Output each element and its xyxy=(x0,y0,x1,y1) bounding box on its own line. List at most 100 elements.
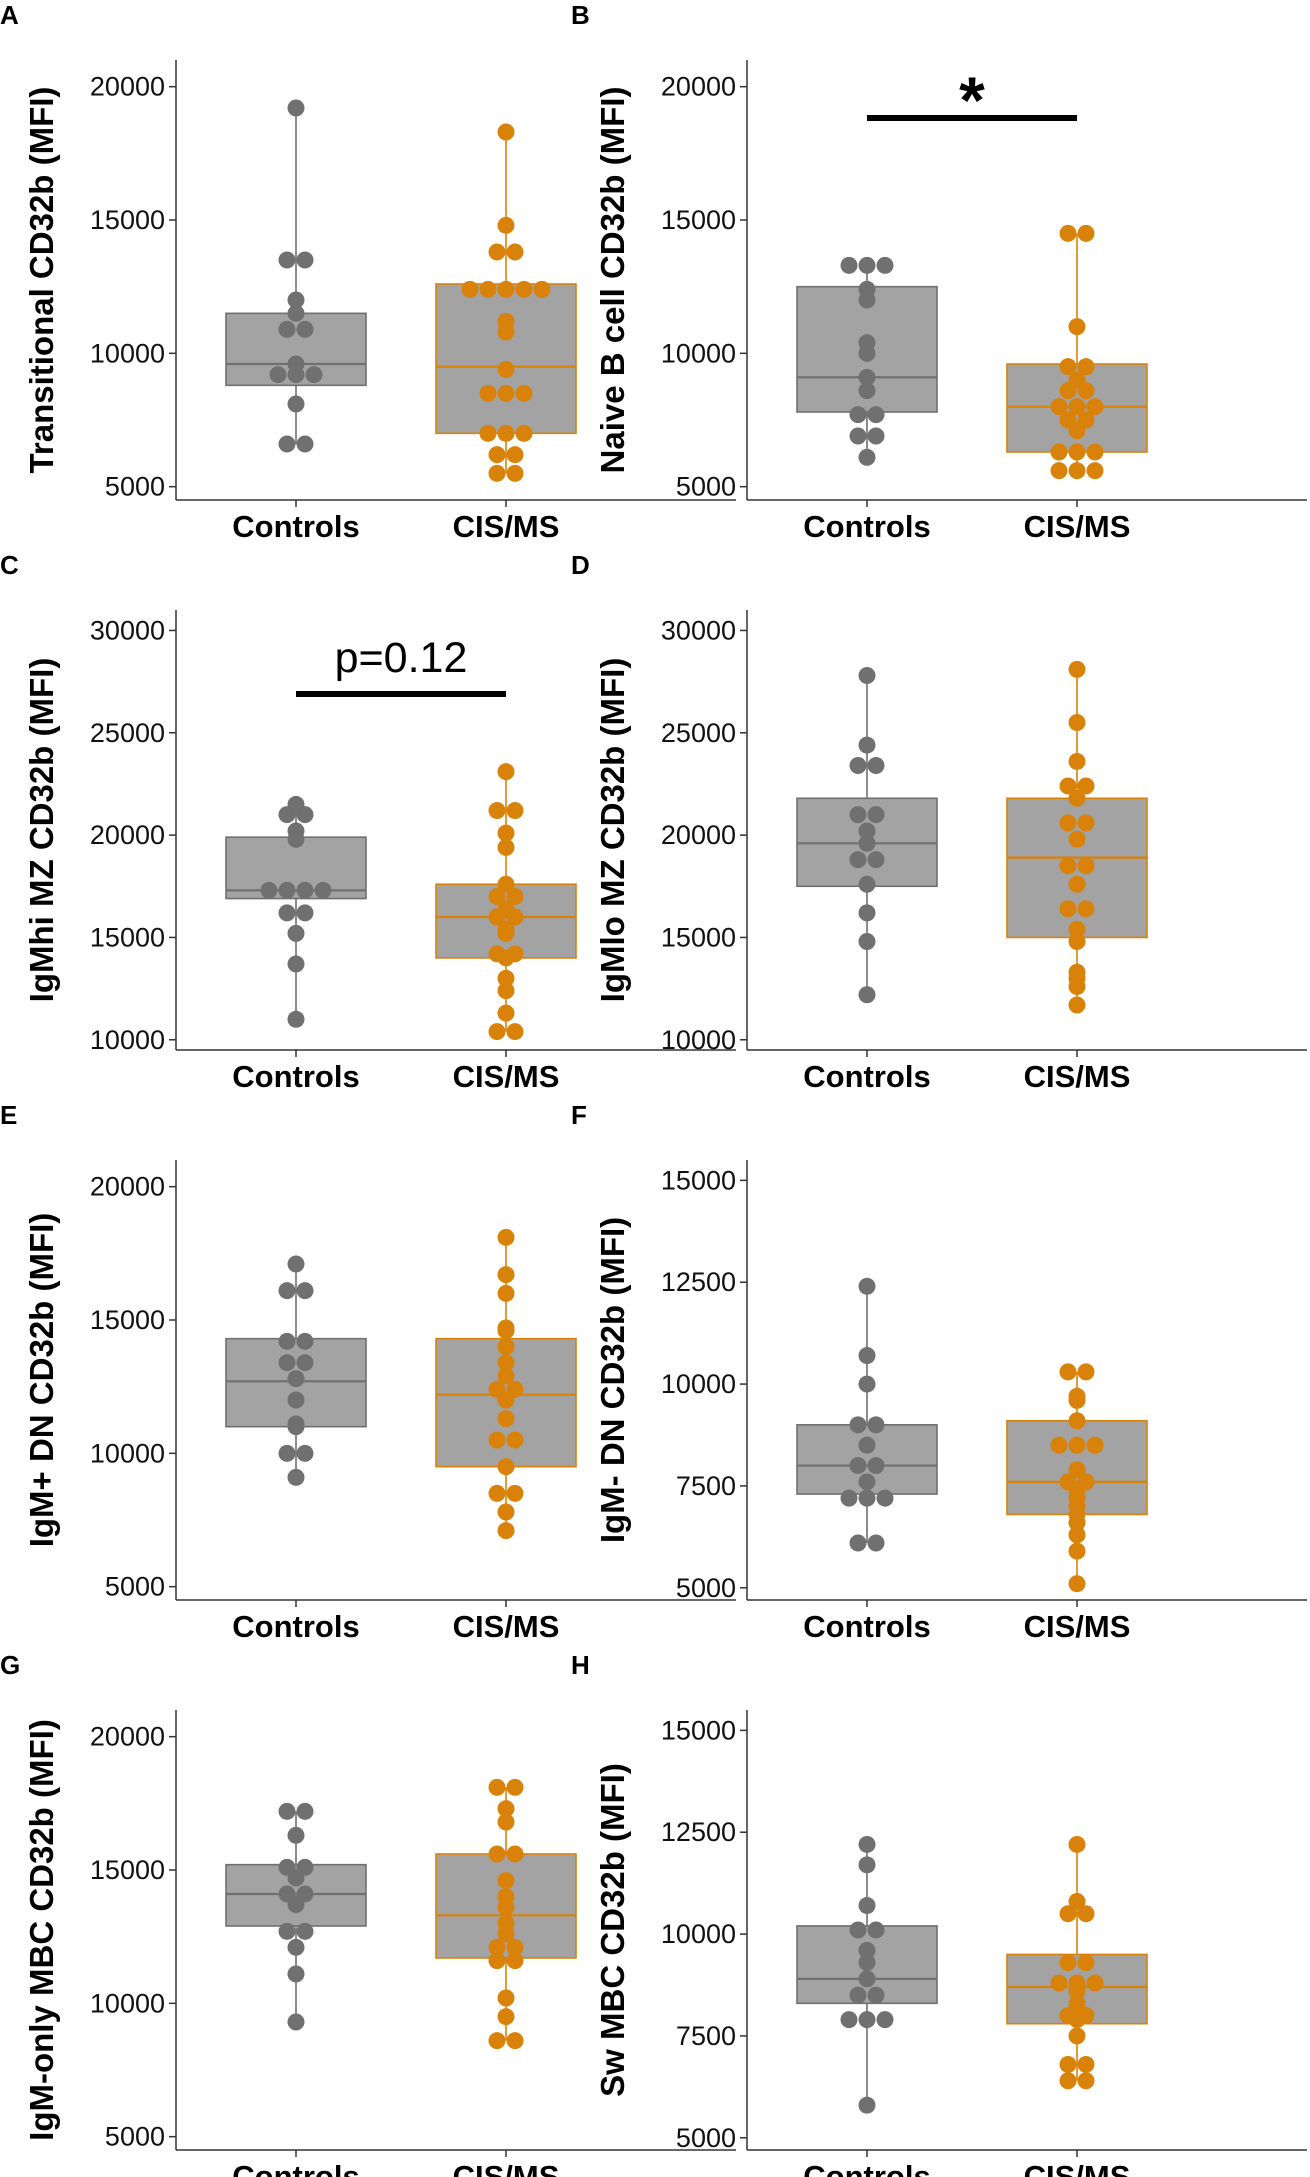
data-point xyxy=(488,1023,506,1041)
data-point xyxy=(287,304,305,322)
data-point xyxy=(867,1921,885,1939)
data-point xyxy=(1086,398,1104,416)
data-point xyxy=(1050,1436,1068,1454)
data-point xyxy=(1068,462,1086,480)
data-point xyxy=(1068,371,1086,389)
data-point xyxy=(1050,443,1068,461)
panel-letter: A xyxy=(0,0,19,30)
x-tick-label: Controls xyxy=(232,509,359,544)
data-point xyxy=(506,802,524,820)
data-point xyxy=(488,802,506,820)
data-point xyxy=(488,1845,506,1863)
data-point xyxy=(858,382,876,400)
y-tick-label: 5000 xyxy=(105,1572,165,1602)
data-point xyxy=(497,1228,515,1246)
y-tick-label: 10000 xyxy=(661,1025,736,1055)
data-point xyxy=(488,1484,506,1502)
data-point xyxy=(867,757,885,775)
data-point xyxy=(1059,358,1077,376)
y-tick-label: 15000 xyxy=(661,205,736,235)
y-tick-label: 7500 xyxy=(676,1471,736,1501)
data-point xyxy=(278,1354,296,1372)
data-point xyxy=(506,446,524,464)
data-point xyxy=(1068,752,1086,770)
data-point xyxy=(497,1914,515,1932)
data-point xyxy=(287,291,305,309)
data-point xyxy=(506,243,524,261)
data-point xyxy=(497,1284,515,1302)
data-point xyxy=(296,1885,314,1903)
data-point xyxy=(497,875,515,893)
data-point xyxy=(840,1489,858,1507)
data-point xyxy=(296,1858,314,1876)
data-point xyxy=(287,2013,305,2031)
data-point xyxy=(867,406,885,424)
data-point xyxy=(278,435,296,453)
y-axis-label: IgMhi MZ CD32b (MFI) xyxy=(23,658,60,1003)
data-point xyxy=(278,1858,296,1876)
panel-letter: F xyxy=(571,1100,587,1130)
data-point xyxy=(1077,358,1095,376)
data-point xyxy=(858,2011,876,2029)
data-point xyxy=(1068,963,1086,981)
data-point xyxy=(1059,857,1077,875)
data-point xyxy=(849,1986,867,2004)
data-point xyxy=(858,933,876,951)
data-point xyxy=(1077,1363,1095,1381)
data-point xyxy=(497,123,515,141)
x-tick-label: CIS/MS xyxy=(1024,509,1131,544)
data-point xyxy=(849,1416,867,1434)
data-point xyxy=(1068,920,1086,938)
y-tick-label: 10000 xyxy=(661,1369,736,1399)
panel-E: E IgM+ DN CD32b (MFI) 5000 10000 15000 20000 C… xyxy=(0,1100,736,1644)
data-point xyxy=(488,945,506,963)
data-point xyxy=(849,1457,867,1475)
data-point xyxy=(278,320,296,338)
x-tick-label: CIS/MS xyxy=(1024,2159,1131,2177)
data-point xyxy=(287,1826,305,1844)
data-point xyxy=(849,1921,867,1939)
data-point xyxy=(533,280,551,298)
data-point xyxy=(506,888,524,906)
data-point xyxy=(1086,1436,1104,1454)
data-point xyxy=(287,1391,305,1409)
x-tick-label: Controls xyxy=(232,2159,359,2177)
panel-F: F IgM- DN CD32b (MFI) 5000 7500 10000 12500 15… xyxy=(571,1100,1307,1644)
data-point xyxy=(488,1778,506,1796)
significance-label: * xyxy=(959,63,985,137)
data-point xyxy=(287,955,305,973)
y-tick-label: 30000 xyxy=(661,615,736,645)
y-tick-label: 10000 xyxy=(90,1438,165,1468)
data-point xyxy=(314,881,332,899)
data-point xyxy=(278,1282,296,1300)
data-point xyxy=(1068,1542,1086,1560)
data-point xyxy=(479,280,497,298)
y-axis-label: Transitional CD32b (MFI) xyxy=(23,87,60,474)
data-point xyxy=(260,881,278,899)
data-point xyxy=(858,1835,876,1853)
data-point xyxy=(1068,830,1086,848)
data-point xyxy=(858,904,876,922)
data-point xyxy=(515,280,533,298)
data-point xyxy=(278,251,296,269)
data-point xyxy=(497,424,515,442)
data-point xyxy=(296,435,314,453)
data-point xyxy=(1068,398,1086,416)
y-tick-label: 15000 xyxy=(661,1165,736,1195)
panel-D: D IgMlo MZ CD32b (MFI) 10000 15000 20000 2500… xyxy=(571,550,1307,1094)
data-point xyxy=(1068,1835,1086,1853)
data-point xyxy=(497,1319,515,1337)
data-point xyxy=(1086,462,1104,480)
data-point xyxy=(1068,318,1086,336)
data-point xyxy=(296,1332,314,1350)
data-point xyxy=(1068,443,1086,461)
data-point xyxy=(1077,857,1095,875)
data-point xyxy=(1059,1363,1077,1381)
panel-G: G IgM-only MBC CD32b (MFI) 5000 10000 15000 2… xyxy=(0,1650,736,2177)
data-point xyxy=(497,920,515,938)
y-axis-label: Naive B cell CD32b (MFI) xyxy=(594,87,631,474)
data-point xyxy=(287,1965,305,1983)
data-point xyxy=(506,1484,524,1502)
data-point xyxy=(876,256,894,274)
data-point xyxy=(287,355,305,373)
